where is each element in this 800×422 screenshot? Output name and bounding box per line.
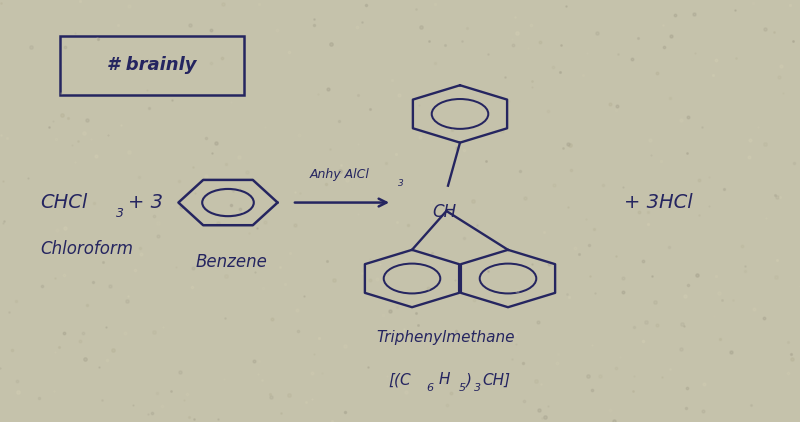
Text: CH]: CH] — [482, 372, 510, 387]
Text: + 3HCl: + 3HCl — [624, 193, 693, 212]
Text: ): ) — [466, 372, 472, 387]
Text: 3: 3 — [474, 383, 482, 393]
Text: Anhy AlCl: Anhy AlCl — [310, 168, 370, 181]
Text: 3: 3 — [398, 179, 403, 188]
Text: Chloroform: Chloroform — [40, 240, 133, 258]
Text: Triphenylmethane: Triphenylmethane — [376, 330, 514, 345]
Text: [(C: [(C — [388, 372, 410, 387]
Text: + 3: + 3 — [128, 193, 163, 212]
Text: # brainly: # brainly — [107, 57, 197, 74]
Text: 6: 6 — [426, 383, 434, 393]
Text: CHCl: CHCl — [40, 193, 87, 212]
Text: CH: CH — [432, 203, 456, 221]
Text: Benzene: Benzene — [196, 253, 268, 271]
Text: H: H — [438, 372, 450, 387]
Text: 5: 5 — [458, 383, 466, 393]
Text: 3: 3 — [116, 207, 124, 219]
